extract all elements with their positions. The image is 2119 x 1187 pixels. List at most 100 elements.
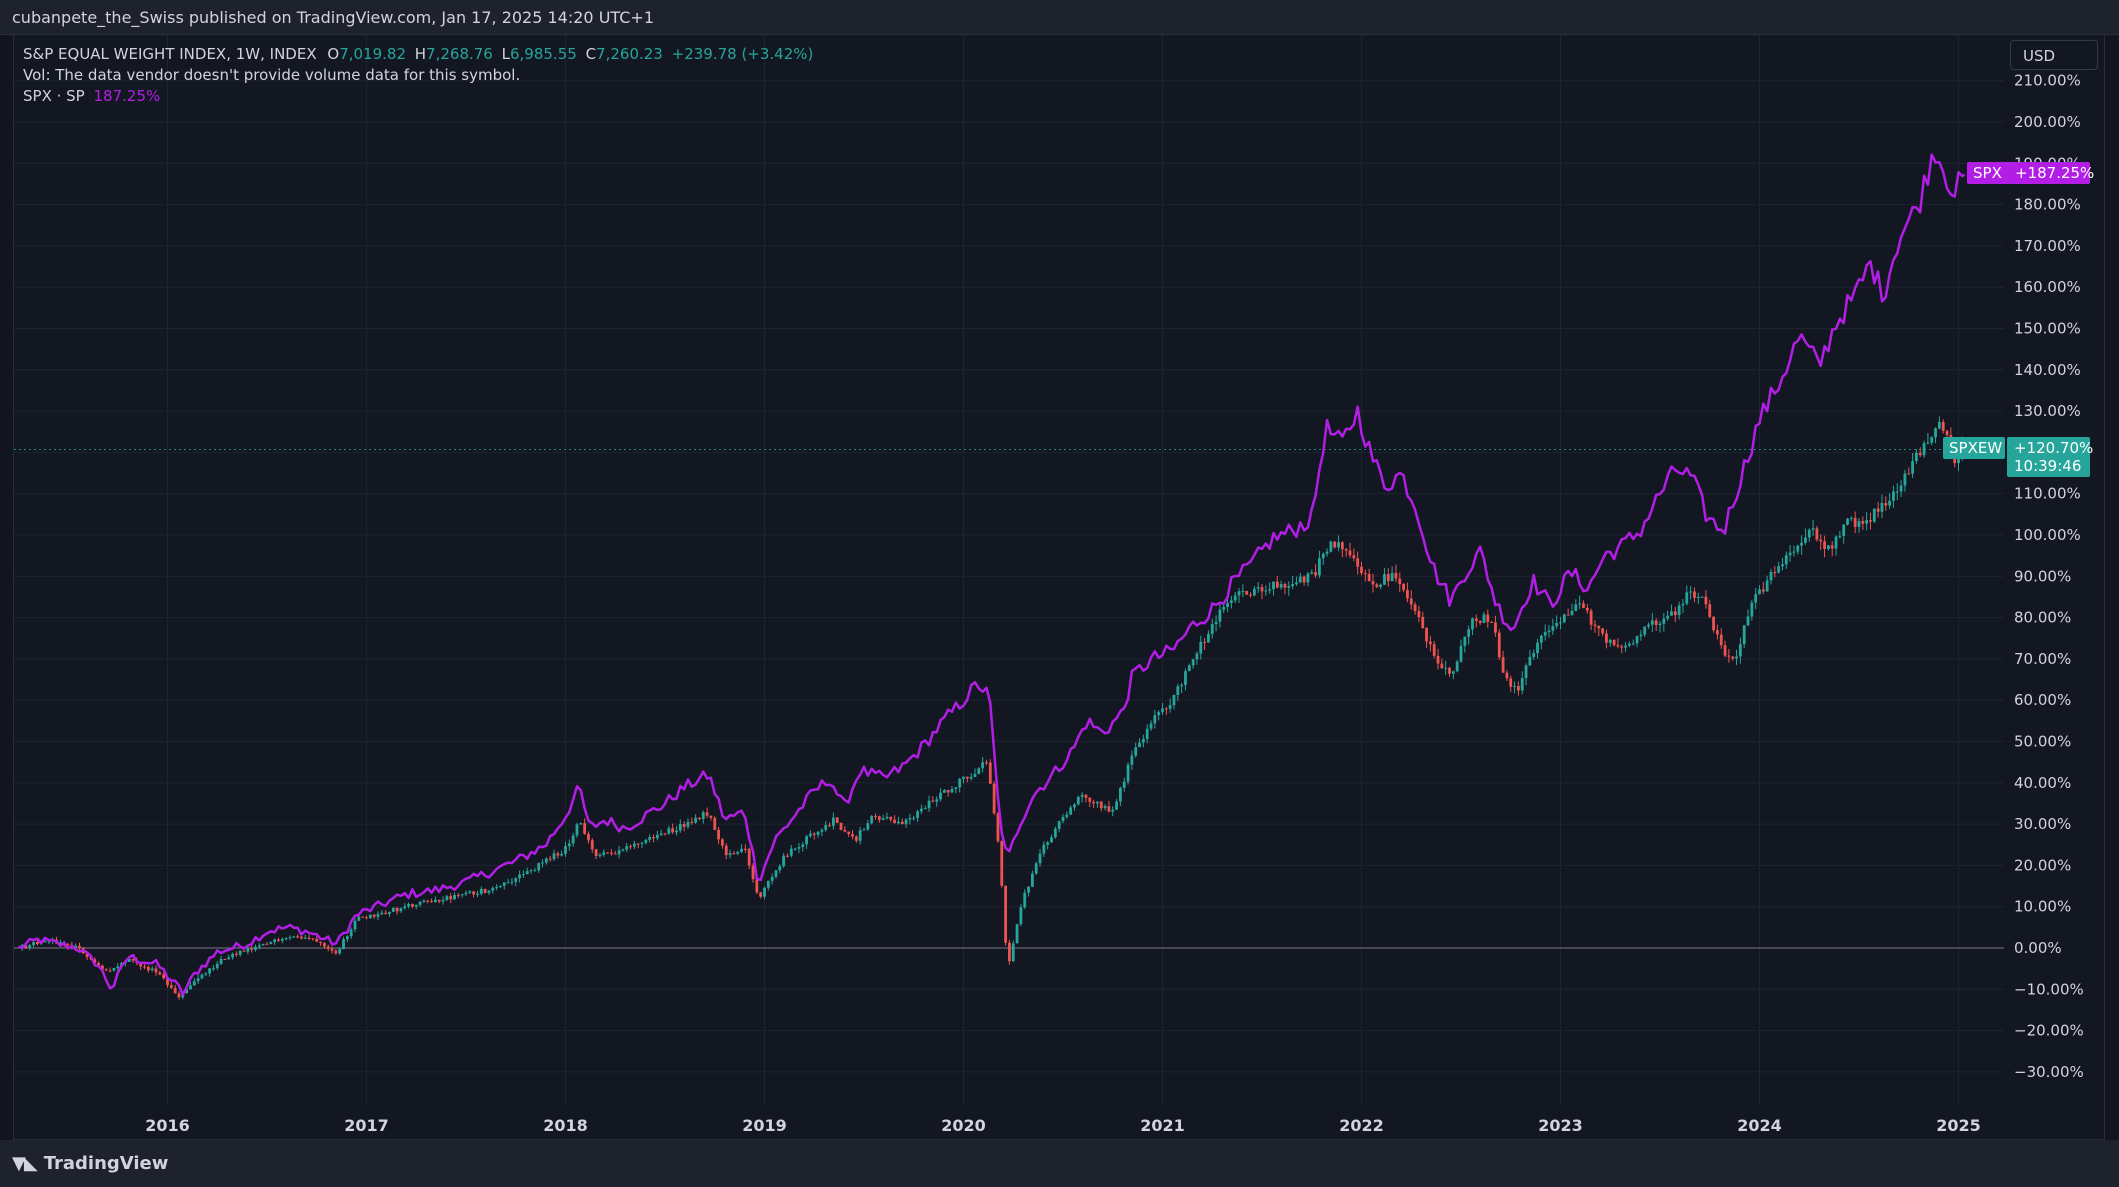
candle-body xyxy=(724,845,728,856)
spx-comparison-line xyxy=(17,153,1966,996)
candle-body xyxy=(376,914,380,917)
candle-body xyxy=(1930,437,1934,443)
candle-body xyxy=(1915,452,1918,461)
candle-body xyxy=(169,985,173,988)
candle-body xyxy=(1386,574,1390,582)
candle-body xyxy=(1027,886,1030,893)
candle-body xyxy=(1080,794,1084,797)
y-tick-label: 100.00% xyxy=(2014,526,2081,544)
y-tick-label: 60.00% xyxy=(2014,691,2071,709)
candle-body xyxy=(640,842,644,844)
candle-body xyxy=(196,978,200,982)
candle-body xyxy=(1008,942,1011,962)
candle-body xyxy=(1555,622,1559,627)
candle-body xyxy=(1888,500,1892,506)
candle-body xyxy=(1650,620,1654,625)
candle-body xyxy=(1337,542,1340,548)
candle-body xyxy=(1352,555,1356,559)
candle-body xyxy=(97,962,101,966)
candle-body xyxy=(1876,508,1880,512)
brand-name: TradingView xyxy=(43,1153,169,1174)
candle-body xyxy=(1719,634,1723,646)
candle-body xyxy=(1417,610,1421,617)
symbol-title[interactable]: S&P EQUAL WEIGHT INDEX, 1W, INDEX xyxy=(23,45,317,63)
candle-body xyxy=(491,887,495,891)
candle-body xyxy=(820,829,824,832)
tradingview-brand[interactable]: ▼◣ TradingView xyxy=(12,1153,168,1174)
candle-body xyxy=(104,969,108,971)
candle-body xyxy=(388,911,391,914)
candle-body xyxy=(215,963,219,969)
candle-body xyxy=(1945,430,1949,436)
candle-body xyxy=(529,870,533,872)
candle-body xyxy=(1076,796,1080,805)
candle-body xyxy=(246,948,250,952)
candle-body xyxy=(552,853,556,860)
candle-body xyxy=(1543,632,1547,636)
candle-body xyxy=(1758,589,1761,595)
candle-body xyxy=(1788,552,1792,556)
x-tick-label: 2022 xyxy=(1339,1116,1384,1135)
candle-body xyxy=(1310,572,1314,574)
x-tick-label: 2025 xyxy=(1936,1116,1981,1135)
candle-body xyxy=(212,968,215,970)
spxew-tag-timer: 10:39:46 xyxy=(2014,457,2081,475)
candle-body xyxy=(1624,645,1627,648)
candle-body xyxy=(460,894,464,896)
candle-body xyxy=(965,776,969,779)
candle-body xyxy=(556,853,560,856)
candle-body xyxy=(1677,605,1681,616)
candle-body xyxy=(426,900,430,902)
currency-selector[interactable]: USD xyxy=(2010,40,2098,70)
candle-body xyxy=(954,787,958,790)
y-tick-label: 130.00% xyxy=(2014,402,2081,420)
candle-body xyxy=(579,823,583,825)
candle-body xyxy=(847,831,851,835)
candle-body xyxy=(234,953,238,955)
candle-body xyxy=(786,855,789,857)
candle-body xyxy=(1494,622,1497,633)
candle-body xyxy=(1111,809,1115,812)
candle-body xyxy=(1229,600,1233,603)
high-value: 7,268.76 xyxy=(426,45,493,63)
candle-body xyxy=(625,846,629,850)
candle-body xyxy=(349,929,353,937)
candle-body xyxy=(632,843,636,847)
candle-body xyxy=(173,987,177,994)
candle-body xyxy=(1122,781,1126,788)
candle-body xyxy=(1597,625,1601,629)
candle-body xyxy=(801,844,805,848)
published-info: cubanpete_the_Swiss published on Trading… xyxy=(12,8,654,27)
candle-body xyxy=(889,816,893,820)
candle-body xyxy=(158,972,162,975)
candle-body xyxy=(1034,863,1038,874)
candle-body xyxy=(1620,646,1624,648)
candle-body xyxy=(1126,764,1130,782)
candle-body xyxy=(1092,801,1096,804)
candle-body xyxy=(1911,460,1914,474)
candle-body xyxy=(663,833,667,835)
candle-body xyxy=(1582,603,1585,608)
candle-body xyxy=(411,904,414,907)
candle-body xyxy=(854,836,858,841)
candle-body xyxy=(1654,620,1658,626)
candle-body xyxy=(763,887,766,897)
candle-body xyxy=(1815,528,1819,540)
compare-row[interactable]: SPX · SP 187.25% xyxy=(23,86,813,107)
candle-body xyxy=(1329,541,1333,552)
candle-body xyxy=(1406,589,1409,599)
candle-body xyxy=(1731,656,1735,659)
candle-body xyxy=(636,843,640,845)
candle-body xyxy=(721,839,724,846)
candle-body xyxy=(1536,642,1539,654)
chart-pane[interactable] xyxy=(13,34,2105,1140)
candle-body xyxy=(518,874,521,879)
candle-body xyxy=(1861,521,1865,524)
candle-body xyxy=(1038,853,1042,864)
candle-body xyxy=(1245,590,1249,595)
candle-body xyxy=(1773,572,1777,574)
candle-body xyxy=(1333,541,1337,548)
candle-body xyxy=(487,890,491,893)
y-tick-label: 70.00% xyxy=(2014,650,2071,668)
